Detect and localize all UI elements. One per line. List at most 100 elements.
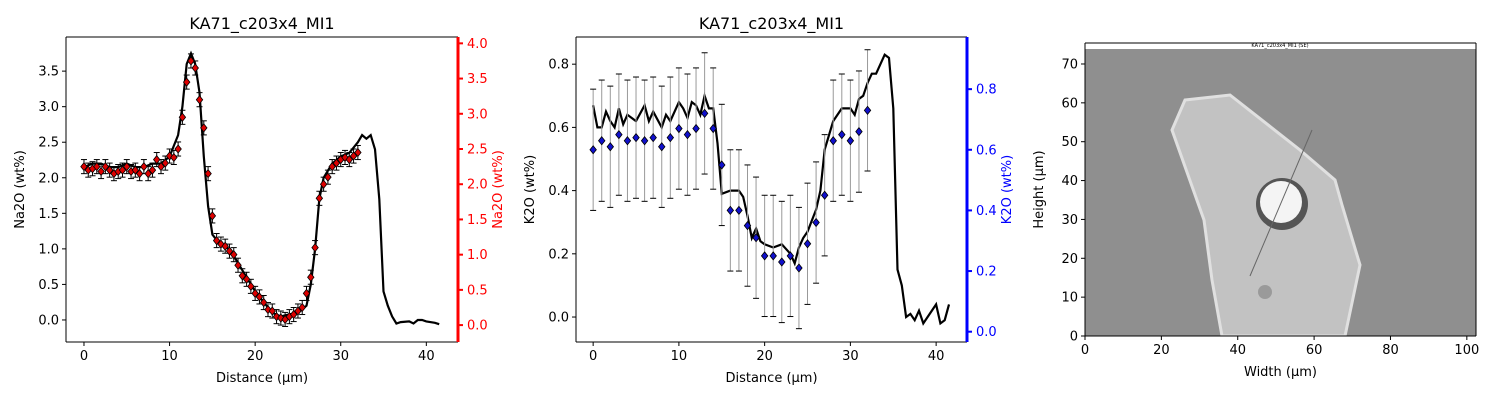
point: [80, 161, 88, 172]
point: [632, 133, 640, 143]
y2-tick-label: 0.0: [467, 319, 488, 334]
point: [735, 205, 743, 216]
x-tick-label: 0: [1081, 343, 1089, 358]
y2-tick-label: 0.2: [976, 265, 997, 280]
y2-axis-label: Na2O (wt%): [491, 150, 506, 229]
y2-tick-label: 2.0: [467, 178, 488, 193]
y-tick-label: 70: [1061, 57, 1078, 72]
chart-title: KA71_c203x4_MI1: [189, 14, 334, 34]
y2-tick-label: 1.0: [467, 248, 488, 263]
point: [846, 136, 855, 146]
point: [191, 63, 199, 73]
point: [161, 158, 169, 168]
point: [709, 123, 717, 134]
point: [332, 158, 341, 168]
x-tick-label: 30: [842, 349, 859, 364]
x-tick-label: 10: [671, 349, 688, 364]
point: [718, 160, 726, 170]
x-tick-label: 10: [161, 349, 178, 364]
point: [623, 136, 632, 146]
point: [101, 161, 110, 172]
point: [675, 123, 683, 134]
point: [606, 142, 615, 152]
x-tick-label: 40: [928, 349, 945, 364]
y-tick-label: 0.6: [548, 121, 569, 136]
y-tick-label: 40: [1061, 174, 1078, 189]
line: [83, 50, 440, 326]
y2-tick-label: 0.8: [976, 83, 997, 98]
point: [221, 241, 229, 251]
x-axis-label: Distance (µm): [725, 371, 817, 386]
y2-tick-label: 0.6: [976, 143, 997, 158]
x-axis-label: Distance (µm): [216, 371, 308, 386]
y-tick-label: 1.0: [38, 242, 59, 257]
point: [315, 193, 324, 203]
point: [615, 129, 623, 140]
x-tick-label: 80: [1382, 343, 1399, 358]
point: [345, 154, 354, 165]
point: [131, 165, 140, 175]
y2-tick-label: 2.5: [467, 142, 488, 157]
y-tick-label: 2.5: [38, 136, 59, 151]
point: [311, 242, 319, 253]
point: [354, 147, 362, 158]
y-tick-label: 3.0: [38, 100, 59, 115]
y-tick-label: 30: [1061, 213, 1078, 228]
point: [803, 239, 812, 249]
point: [225, 246, 234, 256]
x-tick-label: 30: [332, 349, 349, 364]
y-tick-label: 10: [1061, 291, 1078, 306]
point: [97, 166, 105, 177]
chart-title: KA71_c203x4_MI1: [699, 14, 844, 34]
point: [208, 211, 217, 221]
point: [148, 165, 157, 175]
y-axis-label: Na2O (wt%): [13, 150, 28, 229]
point: [259, 297, 268, 308]
x-tick-label: 60: [1306, 343, 1323, 358]
x-tick-label: 20: [247, 349, 264, 364]
point: [212, 235, 221, 246]
point: [307, 272, 315, 282]
point: [760, 251, 769, 261]
point: [234, 260, 242, 270]
point: [93, 161, 101, 172]
point: [153, 154, 161, 165]
y2-tick-label: 0.0: [976, 325, 997, 340]
point: [666, 133, 675, 143]
y-tick-label: 0.0: [38, 313, 59, 328]
point: [726, 205, 735, 216]
x-tick-label: 20: [756, 349, 773, 364]
x-tick-label: 40: [1229, 343, 1246, 358]
point: [319, 179, 328, 189]
point: [589, 145, 597, 155]
y2-axis-label: K2O (wt%): [1000, 155, 1015, 224]
y-tick-label: 1.5: [38, 207, 59, 222]
y-axis-label: K2O (wt%): [523, 155, 538, 224]
y-tick-label: 0.5: [38, 278, 59, 293]
point: [200, 123, 208, 133]
point: [251, 288, 259, 299]
point: [328, 161, 336, 172]
x-tick-label: 0: [589, 349, 597, 364]
image-caption: KA71_c203x4_MI1 (SE): [1251, 43, 1308, 49]
sem-image: [1085, 43, 1476, 336]
y2-tick-label: 3.0: [467, 107, 488, 122]
point: [135, 169, 144, 179]
point: [829, 136, 837, 146]
point: [204, 169, 212, 179]
y-tick-label: 2.0: [38, 171, 59, 186]
point: [170, 152, 178, 163]
y-tick-label: 20: [1061, 252, 1078, 267]
line: [592, 53, 951, 326]
spot: [1258, 285, 1272, 299]
y-tick-label: 0.2: [548, 247, 569, 262]
point: [118, 165, 127, 175]
point: [140, 161, 148, 172]
point: [349, 151, 358, 161]
x-tick-label: 100: [1454, 343, 1479, 358]
point: [255, 292, 264, 302]
x-tick-label: 0: [80, 349, 88, 364]
point: [863, 105, 872, 116]
